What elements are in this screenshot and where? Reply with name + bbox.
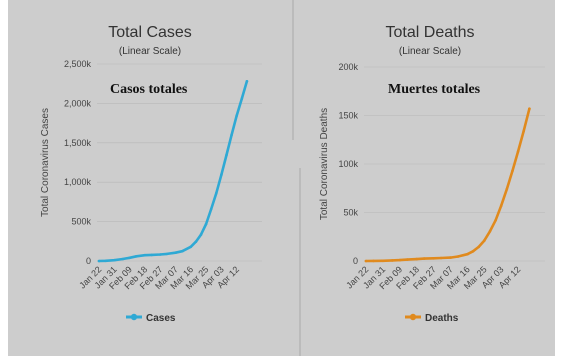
cases-data-point xyxy=(135,254,138,258)
deaths-title: Total Deaths xyxy=(386,24,475,41)
deaths-data-point xyxy=(528,107,531,110)
cases-annotation: Casos totales xyxy=(110,82,188,97)
cases-data-point xyxy=(113,258,116,262)
deaths-data-point xyxy=(415,257,419,261)
deaths-data-point xyxy=(477,245,481,249)
cases-ytick-label: 2,000k xyxy=(64,98,92,108)
cases-legend-label: Cases xyxy=(146,313,176,324)
deaths-data-point xyxy=(449,256,452,259)
cases-ytick-label: 1,500k xyxy=(64,138,92,148)
cases-data-point xyxy=(174,251,177,254)
deaths-data-point xyxy=(406,258,409,261)
deaths-data-point xyxy=(471,250,475,253)
deaths-data-point xyxy=(499,204,503,207)
cases-data-point xyxy=(165,252,169,256)
deaths-ytick-label: 50k xyxy=(343,208,358,218)
deaths-data-point xyxy=(466,252,469,256)
deaths-data-point xyxy=(391,259,394,262)
cases-ytick-label: 2,500k xyxy=(64,59,92,69)
deaths-data-point xyxy=(422,257,426,260)
cases-data-point xyxy=(204,222,208,226)
cases-data-point xyxy=(235,114,238,117)
deaths-legend-swatch-marker xyxy=(409,313,417,321)
deaths-data-point xyxy=(381,259,385,263)
deaths-data-point xyxy=(432,257,435,260)
cases-data-point xyxy=(158,253,162,256)
cases-chart: Total Cases (Linear Scale) 0 500k 1,000k 1,50… xyxy=(40,24,262,324)
deaths-ytick-label: 0 xyxy=(353,256,358,266)
cases-data-point xyxy=(199,233,203,236)
cases-legend-swatch-marker xyxy=(130,313,138,321)
deaths-data-point xyxy=(522,129,525,133)
cases-data-point xyxy=(181,249,184,253)
cases-data-point xyxy=(225,153,228,157)
deaths-data-point xyxy=(456,255,460,258)
cases-ytick-label: 0 xyxy=(86,256,91,266)
cases-data-point xyxy=(189,245,193,249)
deaths-data-point xyxy=(439,256,443,260)
cases-data-point xyxy=(209,207,213,211)
deaths-ytick-label: 100k xyxy=(338,159,358,169)
cases-data-point xyxy=(230,133,233,137)
cases-data-point xyxy=(121,257,125,261)
cases-ytick-label: 500k xyxy=(71,217,91,227)
deaths-ylabel: Total Coronavirus Deaths xyxy=(319,108,330,220)
deaths-subtitle: (Linear Scale) xyxy=(399,46,461,57)
deaths-data-point xyxy=(372,259,375,263)
cases-subtitle: (Linear Scale) xyxy=(119,46,181,57)
cases-data-point xyxy=(240,97,244,100)
cases-data-point xyxy=(220,173,223,176)
deaths-data-point xyxy=(511,169,514,173)
deaths-data-point xyxy=(483,239,486,242)
deaths-data-point xyxy=(488,230,492,233)
deaths-data-point xyxy=(516,150,520,153)
cases-data-point xyxy=(150,253,153,257)
cases-ytick-label: 1,000k xyxy=(64,177,92,187)
deaths-legend-label: Deaths xyxy=(425,313,459,324)
deaths-data-point xyxy=(505,187,509,191)
deaths-annotation: Muertes totales xyxy=(388,82,481,97)
background-panel xyxy=(8,0,555,356)
deaths-data-point xyxy=(398,258,402,262)
cases-ylabel: Total Coronavirus Cases xyxy=(40,108,51,217)
deaths-ytick-label: 200k xyxy=(338,62,358,72)
cases-data-point xyxy=(194,240,198,243)
deaths-data-point xyxy=(494,219,497,222)
cases-title: Total Cases xyxy=(108,24,192,41)
deaths-ytick-label: 150k xyxy=(338,111,358,121)
cases-data-point xyxy=(143,253,147,257)
deaths-data-point xyxy=(364,259,368,263)
cases-data-point xyxy=(97,259,101,263)
cases-data-point xyxy=(245,80,249,83)
cases-data-point xyxy=(128,256,131,260)
cases-data-point xyxy=(104,259,108,263)
cases-data-point xyxy=(215,191,218,195)
